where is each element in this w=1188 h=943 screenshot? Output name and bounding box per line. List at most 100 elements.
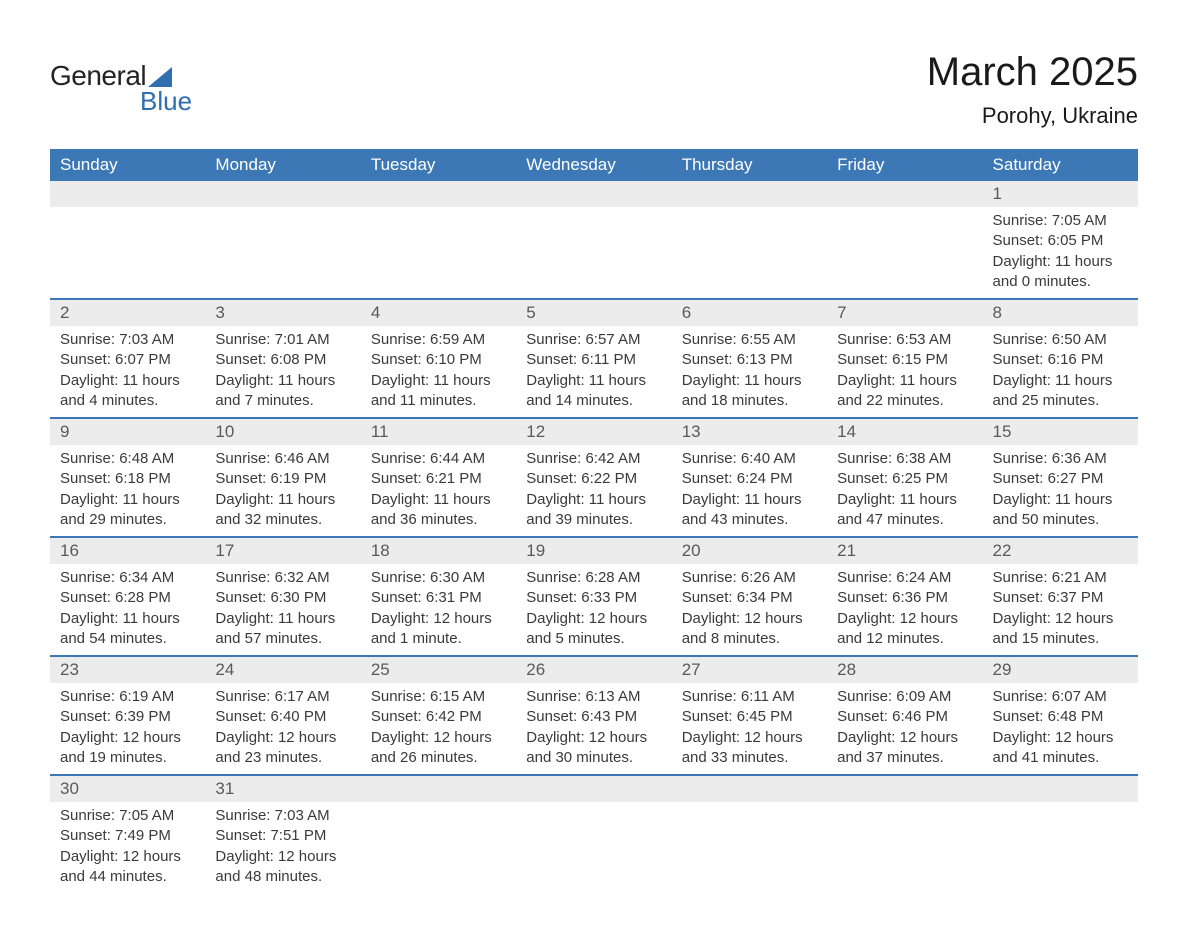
sunset-line: Sunset: 6:42 PM <box>371 707 506 727</box>
day-number-cell: 29 <box>983 656 1138 683</box>
day-number-cell: 31 <box>205 775 360 802</box>
day-content-cell: Sunrise: 6:28 AMSunset: 6:33 PMDaylight:… <box>516 564 671 656</box>
day-content-cell: Sunrise: 6:21 AMSunset: 6:37 PMDaylight:… <box>983 564 1138 656</box>
day-number-cell: 4 <box>361 299 516 326</box>
daylight-line: Daylight: 11 hours and 14 minutes. <box>526 371 661 412</box>
sunset-line: Sunset: 6:34 PM <box>682 588 817 608</box>
day-number-cell <box>361 775 516 802</box>
daylight-line: Daylight: 12 hours and 48 minutes. <box>215 847 350 888</box>
sunset-line: Sunset: 6:07 PM <box>60 350 195 370</box>
day-number-cell: 8 <box>983 299 1138 326</box>
daylight-line: Daylight: 11 hours and 54 minutes. <box>60 609 195 650</box>
sunset-line: Sunset: 6:05 PM <box>993 231 1128 251</box>
sunrise-line: Sunrise: 6:15 AM <box>371 687 506 707</box>
daylight-line: Daylight: 12 hours and 19 minutes. <box>60 728 195 769</box>
day-number-cell: 16 <box>50 537 205 564</box>
daylight-line: Daylight: 11 hours and 29 minutes. <box>60 490 195 531</box>
day-number-cell: 18 <box>361 537 516 564</box>
daylight-line: Daylight: 12 hours and 44 minutes. <box>60 847 195 888</box>
day-number-cell: 12 <box>516 418 671 445</box>
sunrise-line: Sunrise: 6:57 AM <box>526 330 661 350</box>
daylight-line: Daylight: 12 hours and 5 minutes. <box>526 609 661 650</box>
daylight-line: Daylight: 12 hours and 23 minutes. <box>215 728 350 769</box>
day-number-cell: 5 <box>516 299 671 326</box>
col-friday: Friday <box>827 149 982 181</box>
day-content-cell: Sunrise: 6:46 AMSunset: 6:19 PMDaylight:… <box>205 445 360 537</box>
sunrise-line: Sunrise: 6:42 AM <box>526 449 661 469</box>
day-content-cell <box>516 207 671 299</box>
day-number-cell: 1 <box>983 181 1138 207</box>
day-number-cell <box>827 775 982 802</box>
day-content-cell <box>983 802 1138 893</box>
col-wednesday: Wednesday <box>516 149 671 181</box>
day-content-cell: Sunrise: 6:11 AMSunset: 6:45 PMDaylight:… <box>672 683 827 775</box>
day-number-cell: 22 <box>983 537 1138 564</box>
sunset-line: Sunset: 6:13 PM <box>682 350 817 370</box>
sunrise-line: Sunrise: 6:32 AM <box>215 568 350 588</box>
sunrise-line: Sunrise: 6:48 AM <box>60 449 195 469</box>
day-number-cell <box>983 775 1138 802</box>
sunrise-line: Sunrise: 6:40 AM <box>682 449 817 469</box>
daylight-line: Daylight: 12 hours and 41 minutes. <box>993 728 1128 769</box>
day-content-cell: Sunrise: 7:05 AMSunset: 7:49 PMDaylight:… <box>50 802 205 893</box>
sunrise-line: Sunrise: 6:28 AM <box>526 568 661 588</box>
daylight-line: Daylight: 11 hours and 39 minutes. <box>526 490 661 531</box>
daylight-line: Daylight: 12 hours and 30 minutes. <box>526 728 661 769</box>
calendar-header-row: Sunday Monday Tuesday Wednesday Thursday… <box>50 149 1138 181</box>
day-content-cell: Sunrise: 6:59 AMSunset: 6:10 PMDaylight:… <box>361 326 516 418</box>
sunset-line: Sunset: 6:08 PM <box>215 350 350 370</box>
day-number-cell: 13 <box>672 418 827 445</box>
daylight-line: Daylight: 11 hours and 47 minutes. <box>837 490 972 531</box>
day-number-cell: 6 <box>672 299 827 326</box>
daylight-line: Daylight: 12 hours and 8 minutes. <box>682 609 817 650</box>
daylight-line: Daylight: 12 hours and 33 minutes. <box>682 728 817 769</box>
day-number-cell: 21 <box>827 537 982 564</box>
sunrise-line: Sunrise: 6:07 AM <box>993 687 1128 707</box>
day-content-cell: Sunrise: 6:38 AMSunset: 6:25 PMDaylight:… <box>827 445 982 537</box>
sunrise-line: Sunrise: 7:03 AM <box>60 330 195 350</box>
day-content-cell: Sunrise: 6:26 AMSunset: 6:34 PMDaylight:… <box>672 564 827 656</box>
day-content-cell: Sunrise: 7:05 AMSunset: 6:05 PMDaylight:… <box>983 207 1138 299</box>
day-number-cell: 10 <box>205 418 360 445</box>
sunrise-line: Sunrise: 7:01 AM <box>215 330 350 350</box>
day-number-cell: 30 <box>50 775 205 802</box>
day-content-cell: Sunrise: 7:01 AMSunset: 6:08 PMDaylight:… <box>205 326 360 418</box>
day-content-cell <box>827 802 982 893</box>
day-number-cell: 3 <box>205 299 360 326</box>
day-content-cell: Sunrise: 6:17 AMSunset: 6:40 PMDaylight:… <box>205 683 360 775</box>
day-number-cell <box>516 775 671 802</box>
sunrise-line: Sunrise: 6:59 AM <box>371 330 506 350</box>
sunset-line: Sunset: 7:51 PM <box>215 826 350 846</box>
sunrise-line: Sunrise: 6:19 AM <box>60 687 195 707</box>
sunset-line: Sunset: 6:10 PM <box>371 350 506 370</box>
day-number-cell <box>516 181 671 207</box>
sunrise-line: Sunrise: 6:30 AM <box>371 568 506 588</box>
sunset-line: Sunset: 6:39 PM <box>60 707 195 727</box>
sunset-line: Sunset: 6:22 PM <box>526 469 661 489</box>
day-content-cell <box>361 802 516 893</box>
day-number-cell: 9 <box>50 418 205 445</box>
sunrise-line: Sunrise: 6:26 AM <box>682 568 817 588</box>
sunrise-line: Sunrise: 6:09 AM <box>837 687 972 707</box>
day-number-cell: 7 <box>827 299 982 326</box>
day-number-cell: 19 <box>516 537 671 564</box>
daylight-line: Daylight: 11 hours and 57 minutes. <box>215 609 350 650</box>
daylight-line: Daylight: 11 hours and 32 minutes. <box>215 490 350 531</box>
daylight-line: Daylight: 12 hours and 1 minute. <box>371 609 506 650</box>
day-content-cell <box>205 207 360 299</box>
day-content-cell: Sunrise: 6:09 AMSunset: 6:46 PMDaylight:… <box>827 683 982 775</box>
calendar-table: Sunday Monday Tuesday Wednesday Thursday… <box>50 149 1138 893</box>
day-number-cell <box>827 181 982 207</box>
sunset-line: Sunset: 6:15 PM <box>837 350 972 370</box>
sunrise-line: Sunrise: 7:05 AM <box>60 806 195 826</box>
sunrise-line: Sunrise: 6:55 AM <box>682 330 817 350</box>
sunset-line: Sunset: 6:25 PM <box>837 469 972 489</box>
sunset-line: Sunset: 6:28 PM <box>60 588 195 608</box>
day-number-cell: 2 <box>50 299 205 326</box>
daylight-line: Daylight: 11 hours and 22 minutes. <box>837 371 972 412</box>
day-number-cell: 24 <box>205 656 360 683</box>
day-content-cell: Sunrise: 6:42 AMSunset: 6:22 PMDaylight:… <box>516 445 671 537</box>
sunset-line: Sunset: 6:16 PM <box>993 350 1128 370</box>
day-content-cell: Sunrise: 6:32 AMSunset: 6:30 PMDaylight:… <box>205 564 360 656</box>
day-content-cell: Sunrise: 6:15 AMSunset: 6:42 PMDaylight:… <box>361 683 516 775</box>
